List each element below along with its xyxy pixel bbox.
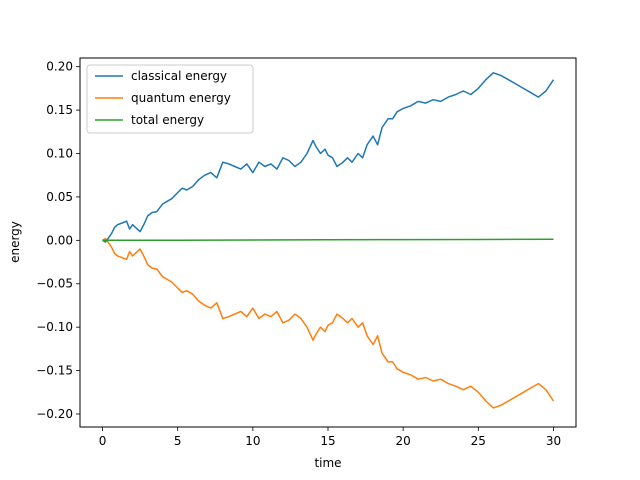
x-tick-label: 15: [320, 434, 335, 448]
y-tick-label: −0.15: [36, 364, 73, 378]
y-tick-label: 0.10: [46, 147, 73, 161]
x-tick-label: 10: [245, 434, 260, 448]
x-tick-label: 20: [396, 434, 411, 448]
series-line-total-energy: [102, 238, 554, 242]
y-tick-label: 0.20: [46, 60, 73, 74]
legend-label: quantum energy: [131, 91, 231, 105]
legend-box: [86, 64, 254, 134]
x-tick-label: 5: [174, 434, 182, 448]
x-tick-label: 25: [471, 434, 486, 448]
y-tick-label: −0.20: [36, 407, 73, 421]
legend-label: classical energy: [131, 69, 227, 83]
legend: classical energy quantum energy total ener…: [86, 64, 254, 134]
x-tick-label: 0: [99, 434, 107, 448]
y-tick-label: 0.00: [46, 233, 73, 247]
x-axis-label: time: [314, 456, 341, 470]
series-line-classical-energy: [102, 72, 555, 243]
y-tick-label: −0.05: [36, 277, 73, 291]
series-line-quantum-energy: [102, 237, 555, 409]
y-axis-label: energy: [8, 221, 22, 263]
y-axis-ticks: −0.20 −0.15 −0.10 −0.05 0.00 0.05 0.10 0.15 0.20: [36, 60, 80, 421]
y-tick-label: −0.10: [36, 320, 73, 334]
plot-lines: [102, 72, 555, 409]
x-axis-ticks: 0 5 10 15 20 25 30: [99, 427, 561, 448]
y-tick-label: 0.05: [46, 190, 73, 204]
y-tick-label: 0.15: [46, 103, 73, 117]
x-tick-label: 30: [546, 434, 561, 448]
legend-label: total energy: [131, 113, 204, 127]
